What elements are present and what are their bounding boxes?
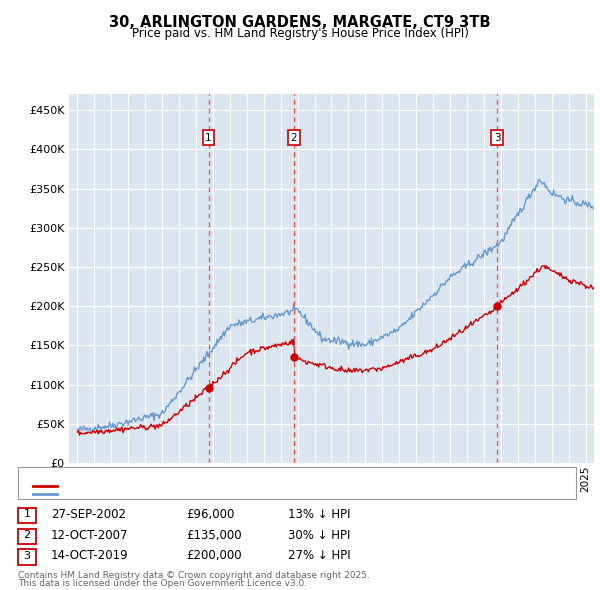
Text: 27% ↓ HPI: 27% ↓ HPI [288,549,350,562]
Text: 14-OCT-2019: 14-OCT-2019 [51,549,128,562]
Text: 30, ARLINGTON GARDENS, MARGATE, CT9 3TB: 30, ARLINGTON GARDENS, MARGATE, CT9 3TB [109,15,491,30]
Text: 2: 2 [290,133,297,143]
Text: 3: 3 [494,133,500,143]
Text: 30, ARLINGTON GARDENS, MARGATE, CT9 3TB (semi-detached house): 30, ARLINGTON GARDENS, MARGATE, CT9 3TB … [60,481,426,490]
Text: Contains HM Land Registry data © Crown copyright and database right 2025.: Contains HM Land Registry data © Crown c… [18,571,370,580]
Text: 27-SEP-2002: 27-SEP-2002 [51,508,126,521]
Text: 13% ↓ HPI: 13% ↓ HPI [288,508,350,521]
Text: This data is licensed under the Open Government Licence v3.0.: This data is licensed under the Open Gov… [18,579,307,588]
Text: 12-OCT-2007: 12-OCT-2007 [51,529,128,542]
Text: £96,000: £96,000 [186,508,235,521]
Text: Price paid vs. HM Land Registry's House Price Index (HPI): Price paid vs. HM Land Registry's House … [131,27,469,40]
Text: HPI: Average price, semi-detached house, Thanet: HPI: Average price, semi-detached house,… [60,489,318,499]
Text: £200,000: £200,000 [186,549,242,562]
Text: 30% ↓ HPI: 30% ↓ HPI [288,529,350,542]
Text: 1: 1 [205,133,212,143]
Text: £135,000: £135,000 [186,529,242,542]
Text: 3: 3 [23,551,31,560]
Text: 1: 1 [23,510,31,519]
Text: 2: 2 [23,530,31,540]
